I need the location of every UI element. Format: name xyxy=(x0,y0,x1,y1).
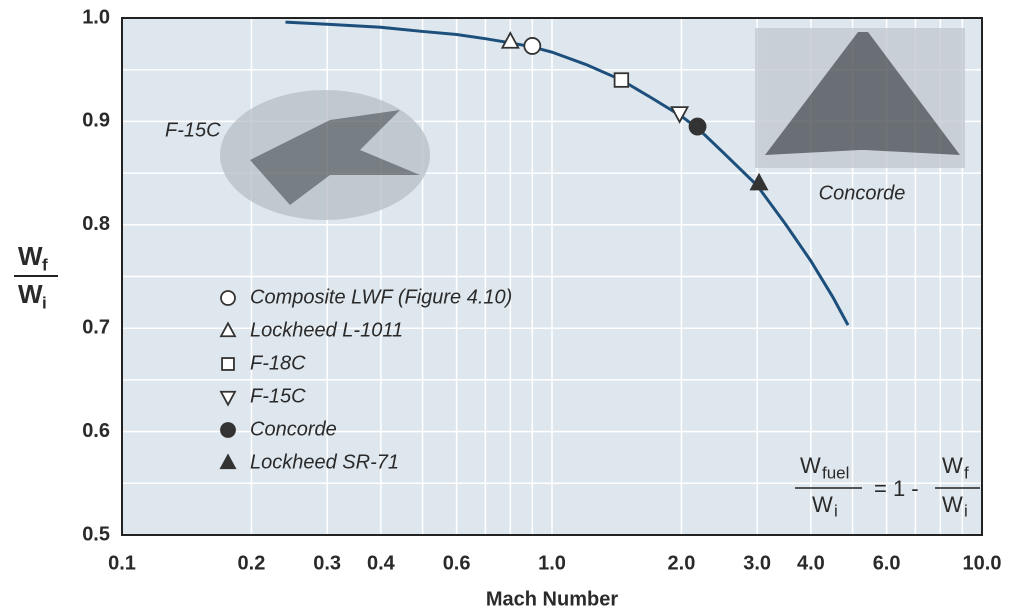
y-tick-label: 0.8 xyxy=(82,213,110,235)
legend-label: Lockheed SR-71 xyxy=(250,451,399,473)
y-label-num: W xyxy=(18,241,43,271)
legend-marker xyxy=(221,423,235,437)
x-tick-label: 0.2 xyxy=(238,552,266,574)
y-axis-label: W f W i xyxy=(14,241,58,313)
y-tick-label: 0.7 xyxy=(82,316,110,338)
y-label-den-sub: i xyxy=(42,293,47,312)
legend-marker xyxy=(221,291,235,305)
formula-text: W xyxy=(942,492,963,517)
x-tick-label: 0.1 xyxy=(108,552,136,574)
chart: F-15C Concorde Mach Number W f W i W fue… xyxy=(0,0,1013,616)
formula-text: W xyxy=(800,453,821,478)
x-tick-label: 10.0 xyxy=(963,552,1002,574)
y-tick-label: 0.6 xyxy=(82,420,110,442)
x-tick-label: 1.0 xyxy=(538,552,566,574)
y-tick-label: 0.5 xyxy=(82,523,110,545)
marker xyxy=(690,119,706,135)
y-tick-label: 0.9 xyxy=(82,110,110,132)
marker xyxy=(524,38,540,54)
formula-text: f xyxy=(964,463,969,482)
x-axis-label: Mach Number xyxy=(486,588,618,610)
annotation: F-15C xyxy=(165,119,221,141)
formula-text: i xyxy=(834,501,838,520)
x-tick-label: 6.0 xyxy=(873,552,901,574)
x-tick-label: 0.6 xyxy=(443,552,471,574)
x-tick-label: 0.3 xyxy=(313,552,341,574)
legend-label: F-15C xyxy=(250,385,306,407)
x-tick-label: 4.0 xyxy=(797,552,825,574)
formula-text: = 1 - xyxy=(874,476,919,501)
y-tick-label: 1.0 xyxy=(82,6,110,28)
legend-label: Lockheed L-1011 xyxy=(250,319,403,341)
f15-image xyxy=(220,90,430,220)
formula-text: fuel xyxy=(822,463,849,482)
y-label-den: W xyxy=(18,279,43,309)
x-tick-label: 3.0 xyxy=(743,552,771,574)
marker xyxy=(615,73,629,87)
x-tick-label: 0.4 xyxy=(367,552,396,574)
legend-label: Concorde xyxy=(250,418,337,440)
legend-marker xyxy=(222,358,234,370)
annotation: Concorde xyxy=(819,182,906,204)
concorde-image xyxy=(755,28,965,168)
formula-text: W xyxy=(942,453,963,478)
y-label-num-sub: f xyxy=(42,255,48,274)
legend-label: F-18C xyxy=(250,352,306,374)
formula-text: W xyxy=(812,492,833,517)
formula-text: i xyxy=(964,501,968,520)
x-tick-label: 2.0 xyxy=(668,552,696,574)
legend-label: Composite LWF (Figure 4.10) xyxy=(250,286,512,308)
